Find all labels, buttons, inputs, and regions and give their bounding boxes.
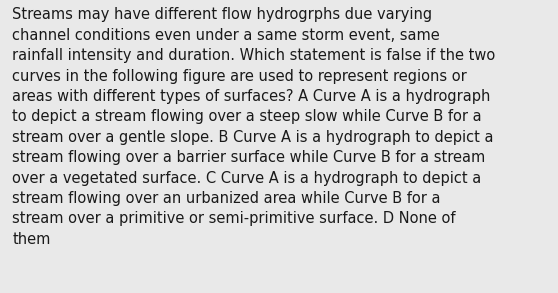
Text: Streams may have different flow hydrogrphs due varying
channel conditions even u: Streams may have different flow hydrogrp… <box>12 7 496 247</box>
